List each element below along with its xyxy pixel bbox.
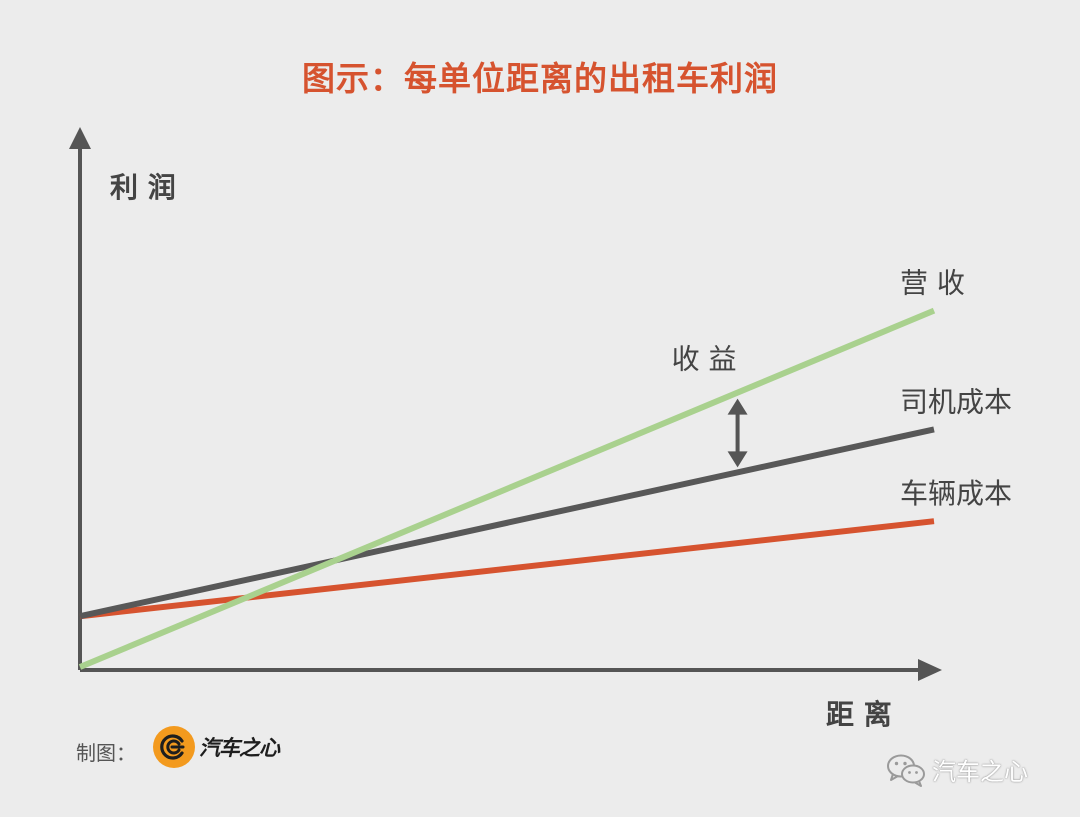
brand-logo-icon xyxy=(153,726,195,768)
annotation-layer: 收 益 xyxy=(672,343,748,468)
series-label-driver-cost: 司机成本 xyxy=(900,385,1012,418)
series-label-revenue: 营 收 xyxy=(900,267,965,300)
wechat-watermark-text: 汽车之心 xyxy=(932,758,1028,786)
series-line-driver-cost xyxy=(79,426,935,620)
y-axis-arrow xyxy=(69,127,91,149)
wechat-icon xyxy=(887,754,925,787)
x-axis-arrow xyxy=(918,659,942,681)
x-axis-label: 距 离 xyxy=(826,698,892,731)
brand-logo: 汽车之心 xyxy=(153,726,280,768)
credit-label: 制图： xyxy=(76,741,136,765)
y-axis-label: 利 润 xyxy=(110,171,176,204)
brand-logo-text: 汽车之心 xyxy=(199,736,280,760)
chart-title: 图示：每单位距离的出租车利润 xyxy=(302,59,778,98)
margin-arrow-head-up xyxy=(727,398,748,415)
series-line-vehicle-cost xyxy=(79,518,935,620)
wechat-watermark: 汽车之心 xyxy=(886,752,1028,787)
series-label-vehicle-cost: 车辆成本 xyxy=(900,477,1012,510)
margin-arrow-head-down xyxy=(727,451,748,468)
series-line-revenue xyxy=(78,307,936,670)
annotation-label-margin: 收 益 xyxy=(672,343,737,376)
